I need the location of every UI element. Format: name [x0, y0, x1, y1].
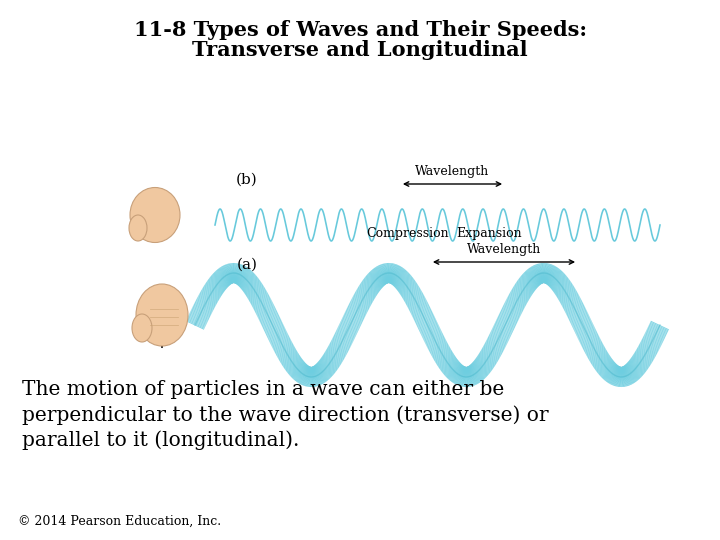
Text: © 2014 Pearson Education, Inc.: © 2014 Pearson Education, Inc.: [18, 515, 221, 528]
Ellipse shape: [132, 314, 152, 342]
Text: Transverse and Longitudinal: Transverse and Longitudinal: [192, 40, 528, 60]
Text: Wavelength: Wavelength: [467, 243, 541, 256]
Text: Compression: Compression: [366, 227, 449, 240]
Ellipse shape: [129, 215, 147, 241]
Ellipse shape: [130, 187, 180, 242]
Ellipse shape: [136, 284, 188, 346]
Text: Expansion: Expansion: [456, 227, 522, 240]
Text: Wavelength: Wavelength: [415, 165, 490, 178]
Text: parallel to it (longitudinal).: parallel to it (longitudinal).: [22, 430, 300, 450]
Text: The motion of particles in a wave can either be: The motion of particles in a wave can ei…: [22, 380, 504, 399]
Text: 11-8 Types of Waves and Their Speeds:: 11-8 Types of Waves and Their Speeds:: [133, 20, 587, 40]
Text: perpendicular to the wave direction (transverse) or: perpendicular to the wave direction (tra…: [22, 405, 549, 424]
Text: (a): (a): [236, 258, 258, 272]
Text: (b): (b): [236, 173, 258, 187]
